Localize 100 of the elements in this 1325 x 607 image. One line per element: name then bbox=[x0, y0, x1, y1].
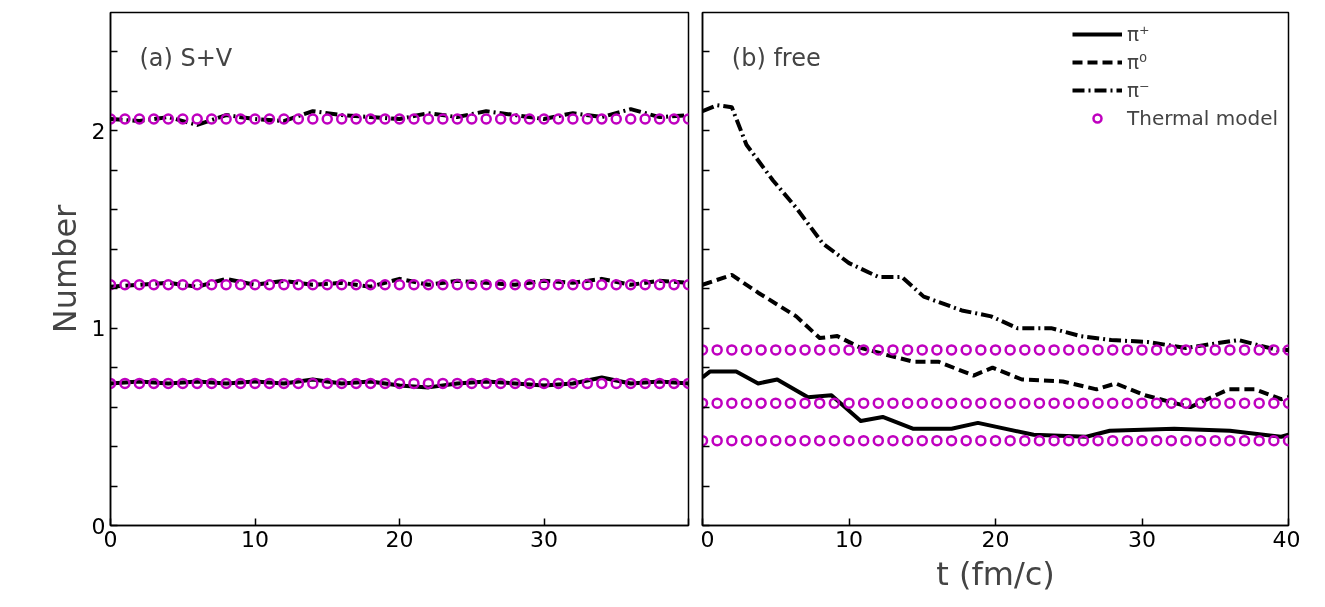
point bbox=[191, 113, 203, 125]
point bbox=[292, 377, 305, 390]
point bbox=[350, 113, 362, 125]
point bbox=[249, 377, 261, 390]
point bbox=[538, 377, 550, 390]
point bbox=[610, 113, 622, 125]
point bbox=[668, 279, 680, 291]
point bbox=[350, 279, 362, 291]
point bbox=[335, 279, 348, 291]
point bbox=[307, 113, 319, 125]
legend-label: π⁻ bbox=[1127, 78, 1150, 102]
point bbox=[321, 279, 333, 291]
point bbox=[422, 377, 435, 390]
point bbox=[653, 377, 666, 390]
point bbox=[321, 377, 333, 390]
point bbox=[494, 377, 507, 390]
point bbox=[567, 113, 579, 125]
x-tick-label: 0 bbox=[700, 526, 715, 552]
point bbox=[668, 377, 680, 390]
point bbox=[610, 279, 622, 291]
point bbox=[466, 113, 478, 125]
point bbox=[610, 377, 622, 390]
point bbox=[581, 113, 594, 125]
point bbox=[249, 279, 261, 291]
point bbox=[408, 377, 420, 390]
point bbox=[191, 279, 203, 291]
point bbox=[162, 377, 175, 390]
point bbox=[278, 113, 290, 125]
point bbox=[263, 377, 276, 390]
point bbox=[393, 377, 406, 390]
point bbox=[119, 279, 131, 291]
point bbox=[639, 279, 651, 291]
point bbox=[177, 279, 189, 291]
x-tick-label: 40 bbox=[1272, 526, 1301, 552]
x-tick-label: 30 bbox=[1128, 526, 1156, 552]
point bbox=[437, 279, 449, 291]
point bbox=[567, 279, 579, 291]
point bbox=[234, 377, 247, 390]
point bbox=[466, 279, 478, 291]
point bbox=[422, 279, 435, 291]
text: (b) free bbox=[731, 43, 821, 72]
point bbox=[148, 113, 160, 125]
point bbox=[538, 279, 550, 291]
y-tick-label: 1 bbox=[91, 316, 106, 342]
text: (a) S+V bbox=[139, 43, 233, 72]
point bbox=[596, 377, 608, 390]
point bbox=[480, 113, 492, 125]
point bbox=[509, 377, 521, 390]
legend-label: Thermal model bbox=[1127, 106, 1278, 130]
point bbox=[335, 113, 348, 125]
point bbox=[567, 377, 579, 390]
point bbox=[451, 279, 464, 291]
point bbox=[220, 279, 232, 291]
point bbox=[234, 113, 247, 125]
point bbox=[437, 113, 449, 125]
point bbox=[581, 279, 594, 291]
point bbox=[624, 279, 637, 291]
point bbox=[234, 279, 247, 291]
point bbox=[292, 279, 305, 291]
x-axis-title: t (fm/c) bbox=[936, 554, 1055, 593]
point bbox=[350, 377, 362, 390]
point bbox=[307, 279, 319, 291]
point bbox=[538, 113, 550, 125]
point bbox=[191, 377, 203, 390]
x-tick-label: 10 bbox=[835, 526, 863, 552]
point bbox=[177, 113, 189, 125]
point bbox=[653, 113, 666, 125]
legend-label: π⁰ bbox=[1127, 50, 1148, 74]
x-tick-label: 30 bbox=[530, 526, 558, 552]
point bbox=[205, 377, 218, 390]
point bbox=[220, 113, 232, 125]
point bbox=[523, 279, 536, 291]
point bbox=[335, 377, 348, 390]
point bbox=[422, 113, 435, 125]
y-tick-label: 2 bbox=[91, 118, 106, 144]
point bbox=[379, 113, 391, 125]
point bbox=[624, 113, 637, 125]
point bbox=[133, 113, 146, 125]
point bbox=[653, 279, 666, 291]
point bbox=[480, 377, 492, 390]
point bbox=[205, 279, 218, 291]
point bbox=[466, 377, 478, 390]
point bbox=[364, 113, 377, 125]
point bbox=[379, 377, 391, 390]
point bbox=[249, 113, 261, 125]
point bbox=[119, 113, 131, 125]
point bbox=[263, 113, 276, 125]
x-tick-label: 20 bbox=[385, 526, 414, 552]
point bbox=[364, 279, 377, 291]
point bbox=[393, 113, 406, 125]
point bbox=[552, 113, 565, 125]
point bbox=[205, 113, 218, 125]
point bbox=[596, 279, 608, 291]
point bbox=[393, 279, 406, 291]
point bbox=[639, 113, 651, 125]
point bbox=[408, 113, 420, 125]
x-tick-label: 10 bbox=[241, 526, 269, 552]
point bbox=[451, 113, 464, 125]
point bbox=[408, 279, 420, 291]
point bbox=[523, 377, 536, 390]
